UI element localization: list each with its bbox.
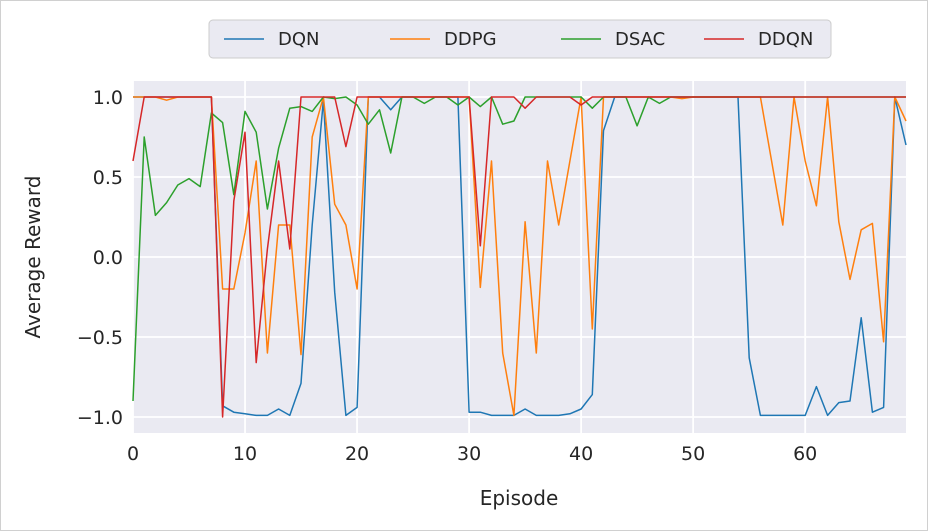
legend-label-dqn: DQN	[278, 29, 320, 50]
series-line-dqn	[133, 96, 907, 417]
y-tick-label: 0.5	[93, 167, 123, 189]
y-tick-label: 1.0	[93, 87, 123, 109]
legend-label-dsac: DSAC	[615, 29, 665, 50]
y-tick-label: −1.0	[77, 407, 123, 429]
x-tick-label: 10	[233, 443, 257, 465]
x-tick-label: 60	[793, 443, 817, 465]
legend: DQN DDPG DSAC DDQN	[208, 19, 832, 59]
legend-label-ddqn: DDQN	[758, 29, 813, 50]
legend-label-ddpg: DDPG	[444, 29, 497, 50]
legend-box	[208, 19, 832, 59]
series-lines	[132, 96, 907, 418]
x-axis-label: Episode	[480, 486, 559, 510]
x-tick-label: 50	[681, 443, 705, 465]
y-tick-label: −0.5	[77, 327, 123, 349]
y-axis-label: Average Reward	[21, 176, 45, 339]
x-tick-label: 20	[345, 443, 369, 465]
y-tick-label: 0.0	[93, 247, 123, 269]
x-tick-label: 40	[569, 443, 593, 465]
series-line-ddpg	[133, 96, 907, 417]
x-tick-label: 0	[127, 443, 139, 465]
y-tick-labels: 1.0 0.5 0.0 −0.5 −1.0	[77, 87, 123, 429]
x-tick-labels: 0 10 20 30 40 50 60	[127, 443, 817, 465]
x-tick-label: 30	[457, 443, 481, 465]
series-line-ddqn	[132, 96, 906, 418]
